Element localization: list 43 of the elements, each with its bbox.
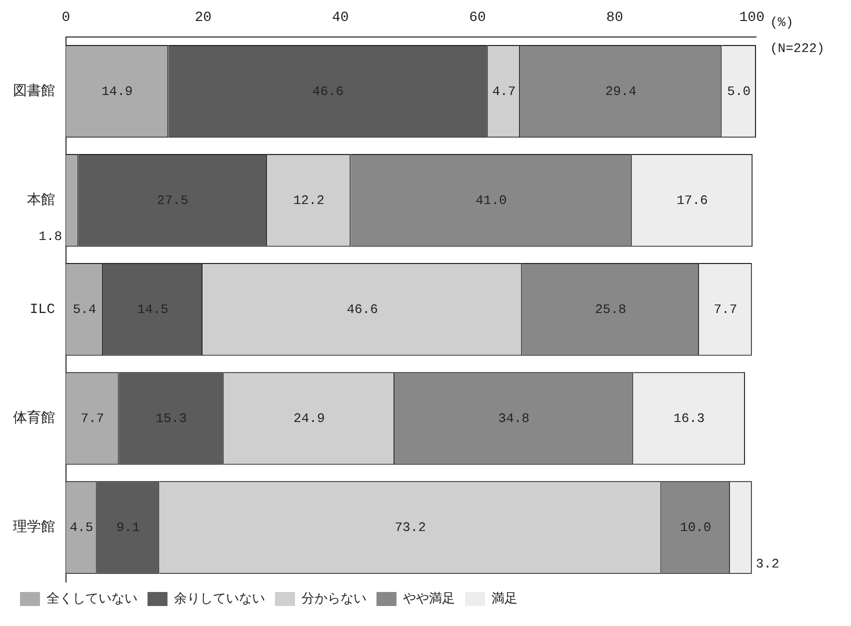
y-tick-label: 理学館 [13,519,55,536]
data-label: 4.5 [70,520,94,535]
legend-label: 余りしていない [174,591,265,606]
y-tick-label: 本館 [27,192,55,210]
data-label: 10.0 [680,520,712,535]
data-label: 12.2 [293,192,324,208]
data-label: 15.3 [156,410,187,426]
data-label: 3.2 [756,556,780,572]
x-tick-label: 20 [194,10,212,26]
data-label: 27.5 [157,192,188,208]
text: (%) [770,15,794,30]
data-label: 5.4 [72,302,96,317]
legend-label: やや満足 [403,591,455,606]
y-tick-label: 体育館 [13,409,55,428]
data-label: 14.9 [101,84,133,99]
x-tick-label: 100 [739,10,764,26]
data-label: 34.8 [498,410,530,426]
data-label: 16.3 [674,410,705,426]
text: (N=222) [770,41,825,56]
data-label: 9.1 [116,520,140,535]
data-label: 7.7 [80,410,104,426]
y-tick-label: ILC [30,302,55,318]
data-label: 24.9 [294,410,325,426]
data-label: 46.6 [312,84,344,99]
data-label: 7.7 [714,302,738,317]
legend-label: 全くしていない [46,591,138,606]
data-label: 73.2 [394,520,426,535]
data-label: 14.5 [137,302,168,317]
x-tick-label: 60 [469,10,486,26]
y-tick-label: 図書館 [13,83,55,100]
x-tick-label: 0 [62,10,70,26]
legend-label: 分からない [302,591,366,606]
x-tick-label: 40 [332,10,349,26]
data-label: 5.0 [727,84,751,99]
x-tick-label: 80 [606,10,624,26]
data-label: 1.8 [38,229,62,244]
legend-label: 満足 [492,591,518,606]
data-label: 4.7 [492,84,516,99]
data-label: 29.4 [605,84,637,99]
data-label: 41.0 [476,192,507,208]
data-label: 17.6 [676,192,708,208]
data-label: 25.8 [594,302,626,317]
data-label: 46.6 [346,302,378,317]
